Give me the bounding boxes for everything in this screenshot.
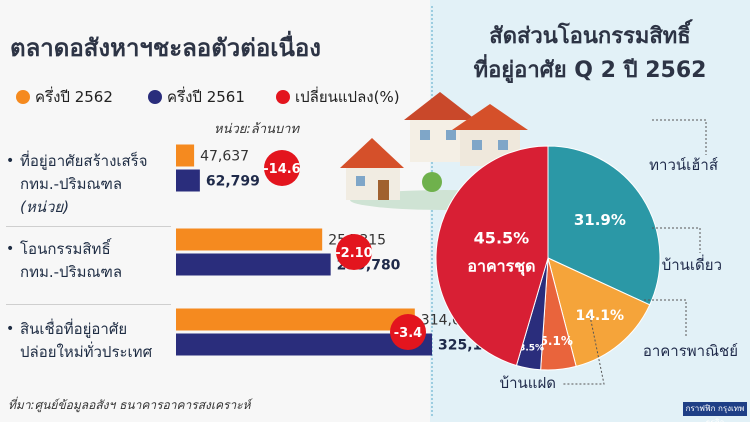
category-line: กทม.-ปริมณฑล bbox=[20, 263, 123, 281]
pie-value-label: 14.1% bbox=[575, 308, 624, 324]
pie-slice-name: อาคารพาณิชย์ bbox=[643, 342, 738, 360]
tree bbox=[422, 172, 442, 192]
pie-leader-line bbox=[562, 315, 605, 385]
right-title-line1: สัดส่วนโอนกรรมสิทธิ์ bbox=[489, 24, 691, 49]
pie-leader-line bbox=[652, 227, 701, 253]
left-chart-title: ตลาดอสังหาฯชะลอตัวต่อเนื่อง bbox=[10, 34, 322, 62]
change-bubble bbox=[390, 314, 426, 350]
pie-leader-line bbox=[644, 299, 687, 338]
change-value-label: -3.4 bbox=[394, 326, 422, 341]
change-bubble bbox=[336, 234, 372, 270]
bar-2562 bbox=[176, 228, 323, 251]
category-separator bbox=[6, 304, 171, 305]
legend-item-2562: ครึ่งปี 2562 bbox=[16, 88, 113, 106]
right-chart-title: สัดส่วนโอนกรรมสิทธิ์ ที่อยู่อาศัย Q 2 ปี… bbox=[440, 20, 740, 88]
house-wall bbox=[346, 168, 400, 200]
pie-value-label: 45.5% bbox=[474, 228, 530, 247]
pie-slice-name: ทาวน์เฮ้าส์ bbox=[649, 156, 718, 174]
pie-slice bbox=[435, 145, 549, 367]
legend-label-2562: ครึ่งปี 2562 bbox=[35, 88, 113, 106]
unit-note: หน่วย:ล้านบาท bbox=[214, 122, 300, 137]
legend-swatch-change bbox=[276, 90, 290, 104]
house-window bbox=[498, 140, 508, 150]
bar-2562 bbox=[176, 144, 195, 167]
house-roof bbox=[452, 104, 528, 130]
credit-badge: กราฟฟิก กรุงเทพธุรกิจ bbox=[683, 402, 747, 422]
category-line: ที่อยู่อาศัยสร้างเสร็จ bbox=[20, 152, 148, 170]
category-line: สินเชื่อที่อยู่อาศัย bbox=[20, 320, 128, 338]
house-window bbox=[472, 140, 482, 150]
change-value-label: -2.10 bbox=[335, 246, 372, 261]
pie-slice bbox=[547, 145, 661, 306]
category-line: โอนกรรมสิทธิ์ bbox=[20, 240, 111, 258]
bar-value-label-2561: 62,799 bbox=[206, 174, 260, 190]
panel-divider bbox=[431, 6, 433, 416]
bar-2562 bbox=[176, 308, 415, 331]
bullet-icon: • bbox=[6, 153, 15, 169]
bar-2561 bbox=[176, 169, 200, 192]
right-title-line2: ที่อยู่อาศัย Q 2 ปี 2562 bbox=[473, 58, 707, 83]
pie-value-label: 3.5% bbox=[519, 344, 544, 354]
category-line: (หน่วย) bbox=[20, 198, 70, 216]
category-line: กทม.-ปริมณฑล bbox=[20, 175, 123, 193]
house-roof bbox=[404, 92, 476, 120]
legend-swatch-2561 bbox=[148, 90, 162, 104]
pie-value-label: 5.1% bbox=[540, 334, 573, 348]
bar-value-label-2562: 47,637 bbox=[200, 149, 249, 165]
house-window bbox=[420, 130, 430, 140]
bar-2561 bbox=[176, 333, 433, 356]
pie-value-label: 31.9% bbox=[574, 211, 626, 229]
legend-label-2561: ครึ่งปี 2561 bbox=[167, 88, 245, 106]
change-value-label: -14.6 bbox=[263, 162, 300, 177]
pie-slice-name: บ้านเดี่ยว bbox=[662, 254, 722, 274]
legend-item-change: เปลี่ยนแปลง(%) bbox=[276, 88, 400, 106]
change-bubble bbox=[264, 150, 300, 186]
pie-leader-line bbox=[652, 119, 707, 155]
pie-slice-name: บ้านแฝด bbox=[500, 374, 556, 392]
category-separator bbox=[6, 226, 171, 227]
source-note: ที่มา:ศูนย์ข้อมูลอสังฯ ธนาคารอาคารสงเครา… bbox=[8, 398, 251, 412]
bar-2561 bbox=[176, 253, 331, 276]
legend-item-2561: ครึ่งปี 2561 bbox=[148, 88, 245, 106]
legend-swatch-2562 bbox=[16, 90, 30, 104]
category-line: ปล่อยใหม่ทั่วประเทศ bbox=[20, 343, 153, 361]
bullet-icon: • bbox=[6, 241, 15, 257]
pie-slice-name: อาคารชุด bbox=[467, 256, 535, 276]
legend-label-change: เปลี่ยนแปลง(%) bbox=[295, 88, 400, 106]
house-door bbox=[378, 180, 389, 200]
house-window bbox=[356, 176, 365, 186]
bullet-icon: • bbox=[6, 321, 15, 337]
house-roof bbox=[340, 138, 404, 168]
pie-chart: 31.9% ทาวน์เฮ้าส์ 14.1% บ้านเดี่ยว 5.1% อาคาร… bbox=[435, 119, 738, 392]
pie-slice bbox=[547, 257, 651, 368]
house-window bbox=[446, 130, 456, 140]
